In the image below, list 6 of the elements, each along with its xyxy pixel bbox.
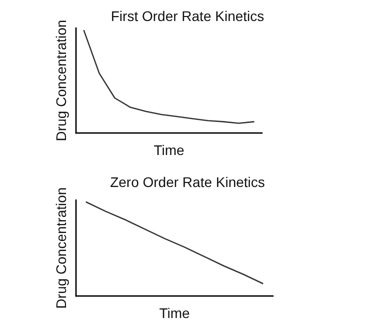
y-axis-title: Drug Concentration [53,187,69,309]
y-axis-title: Drug Concentration [53,20,69,142]
x-axis-title: Time [159,305,190,321]
x-axis-title: Time [154,142,185,158]
chart-title: Zero Order Rate Kinetics [110,174,265,190]
chart-title: First Order Rate Kinetics [110,8,264,24]
